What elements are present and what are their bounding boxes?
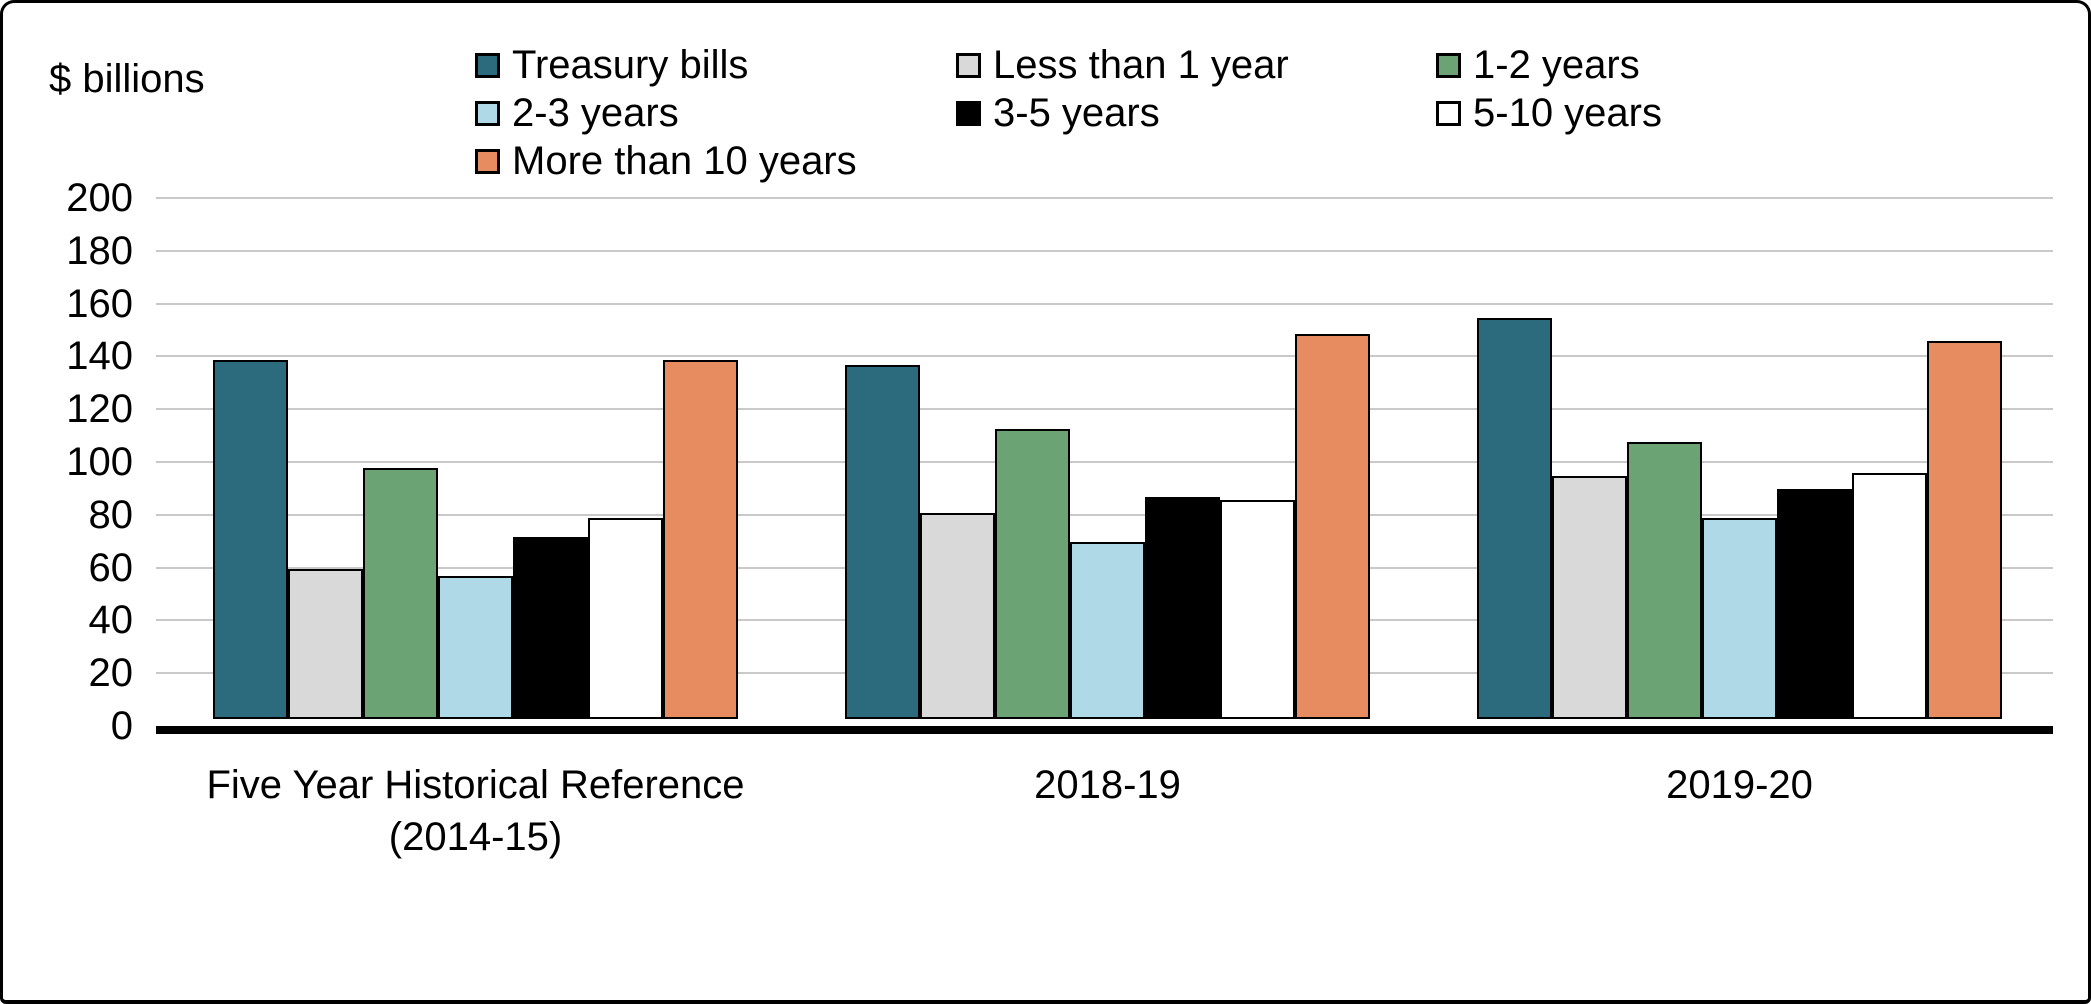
legend-swatch-treasury-bills: [475, 52, 500, 78]
bar-less-than-1-year-group2: [920, 513, 995, 719]
legend-item-1-2-years: 1-2 years: [1436, 41, 1662, 89]
bar-less-than-1-year-group1: [288, 569, 363, 719]
gridline-200: [156, 197, 2053, 199]
gridline-80: [156, 513, 2053, 516]
x-category-label-2: 2018-19: [1034, 763, 1181, 807]
legend-swatch-1-2-years: [1436, 52, 1461, 78]
legend-label-treasury-bills: Treasury bills: [512, 43, 749, 87]
legend-label-3-5-years: 3-5 years: [993, 91, 1160, 135]
legend-item-treasury-bills: Treasury bills: [475, 41, 956, 89]
bar-5-10-years-group3: [1852, 473, 1927, 719]
x-axis-baseline: [156, 726, 2053, 734]
legend-item-3-5-years: 3-5 years: [956, 89, 1436, 137]
bar-less-than-1-year-group3: [1552, 476, 1627, 719]
legend-label-5-10-years: 5-10 years: [1473, 91, 1662, 135]
bar-more-than-10-years-group1: [663, 360, 738, 719]
legend-item-5-10-years: 5-10 years: [1436, 89, 1662, 137]
y-tick-label-160: 160: [66, 281, 133, 326]
bar-group-2: [845, 191, 1370, 719]
y-axis-unit-label: $ billions: [49, 57, 205, 101]
legend-swatch-5-10-years: [1436, 100, 1461, 126]
y-tick-label-140: 140: [66, 334, 133, 379]
legend-label-more-than-10-years: More than 10 years: [512, 139, 857, 183]
bar-2-3-years-group1: [438, 576, 513, 719]
bar-3-5-years-group2: [1145, 497, 1220, 719]
x-category-label-1: Five Year Historical Reference (2014-15): [206, 763, 745, 859]
bar-3-5-years-group1: [513, 537, 588, 719]
gridline-180: [156, 249, 2053, 252]
bar-more-than-10-years-group2: [1295, 334, 1370, 719]
bar-1-2-years-group2: [995, 429, 1070, 719]
legend-label-1-2-years: 1-2 years: [1473, 43, 1640, 87]
bar-5-10-years-group2: [1220, 500, 1295, 719]
y-tick-label-100: 100: [66, 440, 133, 484]
y-tick-label-80: 80: [88, 492, 134, 537]
bar-treasury-bills-group2: [845, 365, 920, 719]
bar-treasury-bills-group3: [1477, 318, 1552, 719]
legend-item-less-than-1-year: Less than 1 year: [956, 41, 1436, 89]
gridline-120: [156, 408, 2053, 411]
legend-swatch-2-3-years: [475, 100, 500, 126]
bar-more-than-10-years-group3: [1927, 341, 2002, 719]
gridline-160: [156, 302, 2053, 305]
y-tick-label-20: 20: [88, 651, 134, 696]
y-tick-label-60: 60: [88, 545, 134, 590]
legend: Treasury bills Less than 1 year 1-2 years 2…: [475, 41, 1662, 185]
y-tick-label-180: 180: [66, 228, 133, 273]
bar-5-10-years-group1: [588, 518, 663, 719]
gridline-140: [156, 355, 2053, 358]
bar-1-2-years-group1: [363, 468, 438, 719]
bar-1-2-years-group3: [1627, 442, 1702, 719]
legend-swatch-3-5-years: [956, 100, 981, 126]
bar-3-5-years-group3: [1777, 489, 1852, 719]
bar-2-3-years-group3: [1702, 518, 1777, 719]
x-category-label-3: 2019-20: [1666, 763, 1813, 807]
legend-label-less-than-1-year: Less than 1 year: [993, 43, 1289, 87]
y-tick-label-200: 200: [66, 176, 133, 220]
legend-swatch-less-than-1-year: [956, 52, 981, 78]
y-tick-label-120: 120: [66, 387, 133, 432]
legend-item-2-3-years: 2-3 years: [475, 89, 956, 137]
legend-swatch-more-than-10-years: [475, 148, 500, 174]
bar-treasury-bills-group1: [213, 360, 288, 719]
gridline-100: [156, 461, 2053, 463]
y-tick-label-40: 40: [88, 598, 134, 643]
bar-2-3-years-group2: [1070, 542, 1145, 719]
bar-group-1: [213, 191, 738, 719]
plot-area: 0 20 40 60 80 100 120 140 160 180 200 Five Year His…: [3, 3, 2088, 1000]
legend-label-2-3-years: 2-3 years: [512, 91, 679, 135]
y-tick-label-0: 0: [110, 704, 133, 748]
bar-group-3: [1477, 191, 2002, 719]
legend-item-more-than-10-years: More than 10 years: [475, 137, 956, 185]
